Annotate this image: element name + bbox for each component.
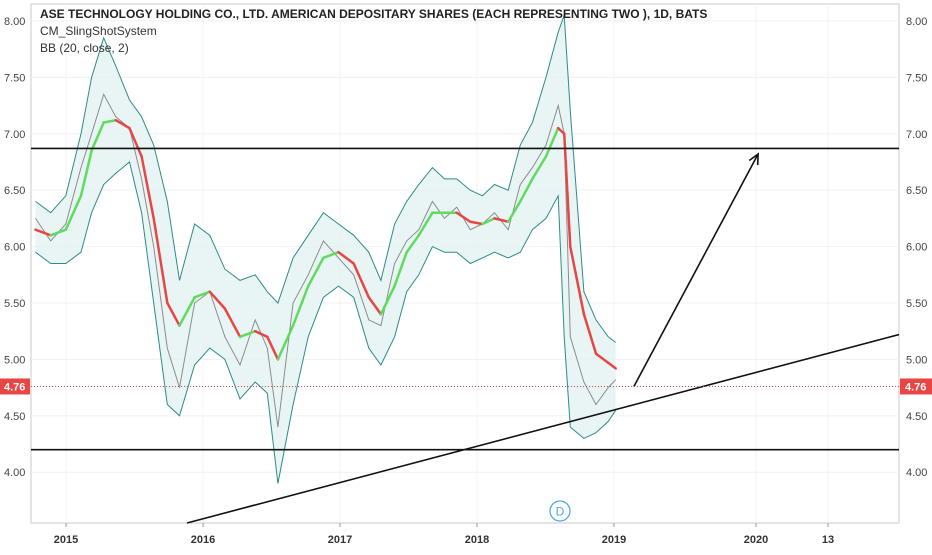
ema-segment	[493, 217, 510, 224]
y-tick-label-right: 6.50	[906, 185, 927, 197]
price-tag-right	[900, 378, 932, 395]
y-tick-label-right: 6.00	[906, 242, 927, 254]
ema-segment	[166, 301, 181, 327]
ascending-trendline	[186, 333, 900, 524]
y-tick-label-left: 6.00	[4, 242, 25, 254]
chart-title: ASE TECHNOLOGY HOLDING CO., LTD. AMERICA…	[40, 7, 708, 21]
ema-segment	[140, 155, 155, 220]
y-tick-label-right: 4.00	[906, 467, 927, 479]
ema-segment	[562, 132, 572, 248]
y-tick-label-left: 5.00	[4, 354, 25, 366]
y-tick-label-left: 7.00	[4, 129, 25, 141]
y-tick-label-left: 4.50	[4, 411, 25, 423]
arrowhead-icon	[748, 152, 759, 166]
ema-segment	[266, 335, 280, 361]
ema-segment	[455, 211, 472, 224]
ema-segment	[114, 118, 131, 130]
ema-segment	[556, 126, 566, 135]
bb-upper-line	[35, 15, 617, 343]
ema-segment	[569, 245, 586, 316]
ema-segment	[178, 296, 196, 327]
y-tick-label-right: 5.00	[906, 354, 927, 366]
ema-segment	[606, 361, 617, 370]
ema-segment	[64, 194, 83, 231]
y-tick-label-left: 4.00	[4, 467, 25, 479]
ema-segment	[79, 149, 93, 198]
ema-segment	[306, 256, 325, 288]
x-tick-label: 2020	[744, 534, 768, 546]
ema-segment	[152, 217, 169, 305]
bb-fill	[35, 15, 616, 484]
ema-segment	[352, 262, 371, 299]
ema-segment	[90, 121, 105, 152]
ema-segment	[506, 200, 522, 224]
y-tick-label-right: 7.50	[906, 72, 927, 84]
ema-segment	[223, 307, 242, 339]
y-tick-label-right: 5.50	[906, 298, 927, 310]
ema-segment	[405, 234, 421, 254]
x-tick-label: 2019	[602, 534, 626, 546]
ema-segment	[531, 155, 548, 181]
y-tick-label-right: 7.00	[906, 129, 927, 141]
bb-lower-line	[35, 161, 617, 484]
ema-segment	[594, 352, 610, 365]
y-tick-label-right: 4.50	[906, 411, 927, 423]
price-tag-right-label: 4.76	[905, 381, 926, 393]
price-tag-left	[0, 378, 30, 395]
ema-segment	[417, 211, 434, 237]
ema-segment	[379, 284, 396, 316]
ema-segment	[582, 313, 598, 356]
x-tick-label: 2015	[54, 534, 78, 546]
ema-segment	[276, 324, 295, 361]
event-marker-icon	[549, 500, 571, 522]
ema-segment	[238, 329, 257, 339]
ema-segment	[291, 284, 310, 327]
x-tick-label: 13	[822, 534, 834, 546]
chart-legend: ASE TECHNOLOGY HOLDING CO., LTD. AMERICA…	[40, 6, 707, 57]
ema-segment	[128, 126, 143, 158]
x-tick-label: 2017	[328, 534, 352, 546]
ema-segment	[193, 290, 212, 299]
ema-segment	[469, 220, 484, 226]
y-tick-label-left: 8.00	[4, 16, 25, 28]
ema-segment	[393, 250, 408, 288]
ema-segment	[34, 228, 52, 237]
ema-segment	[337, 250, 355, 265]
ema-segment	[481, 217, 496, 226]
ema-segment	[253, 329, 269, 339]
ema-segment	[322, 250, 340, 260]
price-tag-left-label: 4.76	[4, 381, 25, 393]
ema-segment	[367, 296, 383, 316]
event-marker-label: D	[556, 505, 565, 519]
ema-segment	[544, 126, 560, 158]
projection-arrow	[633, 153, 759, 387]
indicator-bollinger[interactable]: BB (20, close, 2)	[40, 41, 129, 55]
ema-segment	[208, 290, 227, 310]
ema-segment	[102, 118, 118, 124]
ema-segment	[519, 177, 534, 203]
y-tick-label-right: 8.00	[906, 16, 927, 28]
y-tick-label-left: 5.50	[4, 298, 25, 310]
y-tick-label-left: 7.50	[4, 72, 25, 84]
x-tick-label: 2016	[191, 534, 215, 546]
y-tick-label-left: 6.50	[4, 185, 25, 197]
ema-segment	[49, 228, 68, 237]
indicator-slingshot[interactable]: CM_SlingShotSystem	[40, 24, 157, 38]
x-tick-label: 2018	[465, 534, 489, 546]
price-line	[35, 93, 617, 428]
